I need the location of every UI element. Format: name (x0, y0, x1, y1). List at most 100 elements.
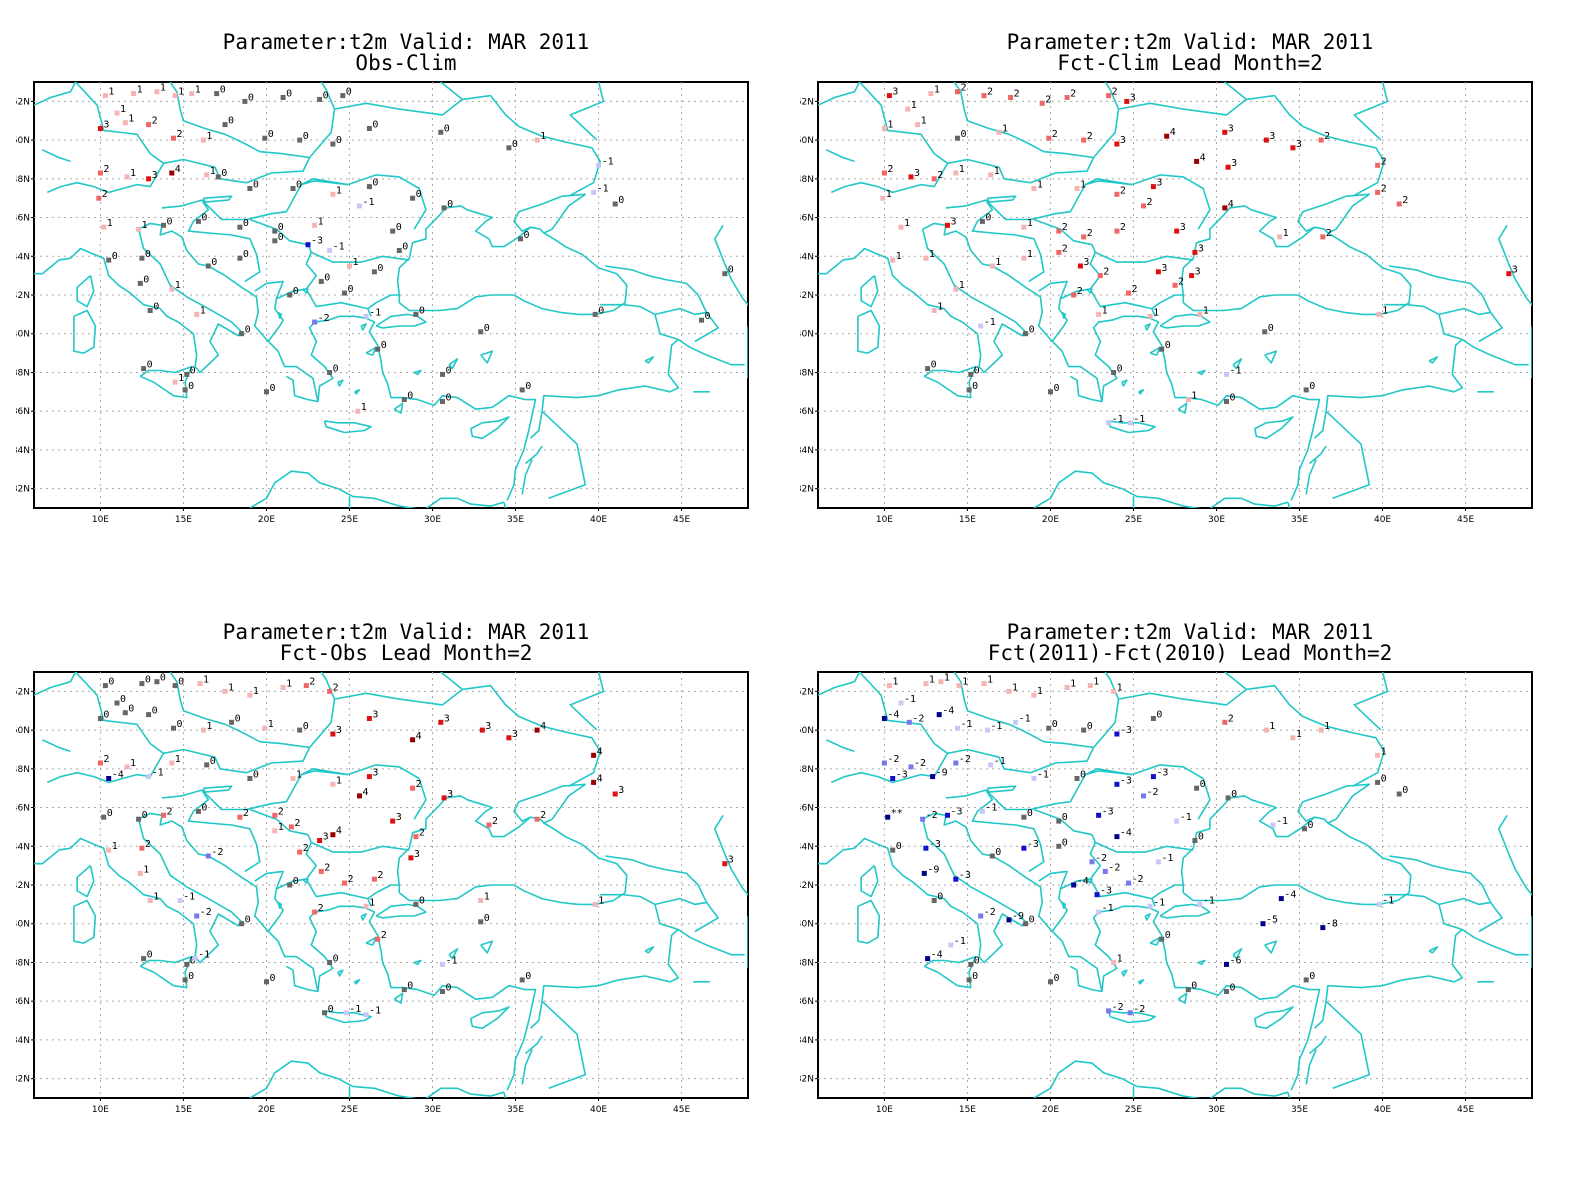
station-value: -2 (318, 313, 330, 324)
station-marker: 1 (194, 305, 206, 317)
station-square (1185, 987, 1191, 993)
station-marker: 0 (239, 915, 251, 927)
station-marker: 0 (396, 242, 408, 253)
station-marker: -1 (1096, 903, 1114, 915)
station-value: -9 (927, 864, 939, 875)
station-marker: 3 (1290, 139, 1302, 151)
station-value: 0 (107, 808, 113, 819)
station-value: 2 (492, 816, 498, 827)
border-line (1325, 1000, 1371, 1090)
station-value: -1 (198, 950, 210, 961)
station-value: 1 (278, 822, 284, 833)
station-value: 0 (286, 89, 292, 100)
station-value: 2 (1070, 89, 1076, 100)
station-value: 0 (348, 284, 354, 295)
station-square (478, 329, 484, 335)
station-square (1056, 249, 1062, 255)
station-marker: -3 (1114, 775, 1132, 787)
station-value: 2 (1178, 276, 1184, 287)
station-square (908, 764, 914, 770)
station-square (1164, 133, 1170, 139)
station-square (242, 98, 248, 104)
station-square (1375, 189, 1381, 195)
station-value: 2 (1052, 129, 1058, 140)
station-square (1263, 727, 1269, 733)
station-value: 3 (485, 721, 491, 732)
coastline (1297, 193, 1371, 234)
station-value: 2 (102, 189, 108, 200)
station-value: 1 (286, 679, 292, 690)
station-marker: 0 (519, 971, 531, 983)
lon-tick-label: 30E (424, 515, 441, 525)
lake-outline (277, 901, 283, 909)
coastline (1177, 992, 1188, 1004)
coastline (714, 224, 748, 379)
station-marker: 2 (161, 806, 173, 818)
station-marker: 0 (139, 675, 151, 687)
station-marker: -1 (1106, 414, 1124, 426)
station-value: 2 (381, 930, 387, 941)
border-line (1118, 684, 1385, 787)
station-marker: -2 (1127, 1004, 1145, 1016)
station-marker: -1 (1197, 895, 1215, 907)
station-value: 3 (618, 785, 624, 796)
border-line (1313, 1001, 1327, 1029)
station-value: -1 (1382, 895, 1394, 906)
station-square (1106, 93, 1112, 99)
border-line (310, 841, 410, 853)
station-marker: 4 (410, 731, 422, 743)
station-value: 0 (446, 365, 452, 376)
station-value: -1 (1112, 414, 1124, 425)
station-marker: -1 (596, 156, 614, 168)
station-square (953, 286, 959, 292)
station-marker: -1 (327, 242, 345, 253)
station-square (1094, 892, 1100, 898)
station-square (197, 681, 203, 687)
station-square (222, 122, 228, 128)
station-marker: 0 (1081, 721, 1093, 733)
station-value: 2 (416, 779, 422, 790)
station-marker: 0 (247, 770, 259, 781)
station-marker: 0 (722, 265, 734, 277)
station-marker: 1 (1376, 305, 1388, 317)
coastline (1253, 416, 1294, 440)
station-marker: 2 (1046, 129, 1058, 141)
station-marker: 2 (1056, 243, 1068, 255)
station-square (534, 816, 540, 822)
station-value: 0 (270, 383, 276, 394)
station-value: -3 (896, 770, 908, 781)
lon-tick-label: 20E (258, 515, 275, 525)
station-square (366, 126, 372, 131)
station-value: -2 (200, 907, 212, 918)
lat-tick-label: 38N (16, 958, 30, 968)
lake-outline (1086, 288, 1093, 294)
station-square (1222, 205, 1228, 211)
station-square (131, 91, 137, 97)
station-square (966, 387, 972, 393)
border-line (529, 1001, 543, 1029)
station-value: 0 (1062, 812, 1068, 823)
station-marker: 1 (172, 373, 184, 385)
station-value: 0 (245, 325, 251, 336)
station-marker: -4 (925, 950, 943, 962)
lat-tick-label: 48N (16, 765, 30, 775)
station-marker: 2 (97, 164, 109, 176)
station-value: 3 (728, 855, 734, 866)
station-value: 3 (1120, 135, 1126, 146)
station-value: 0 (1165, 930, 1171, 941)
station-value: -1 (333, 242, 345, 253)
station-marker: 1 (169, 280, 181, 292)
station-square (1194, 158, 1200, 164)
station-marker: 4 (330, 826, 342, 838)
lat-tick-label: 48N (800, 175, 814, 185)
lat-tick-label: 34N (800, 1036, 814, 1046)
lat-tick-label: 50N (800, 726, 814, 736)
station-square (440, 961, 445, 967)
station-value: 0 (188, 971, 194, 982)
station-square (989, 263, 995, 269)
station-square (886, 93, 892, 99)
station-value: 1 (318, 216, 324, 227)
station-marker: -1 (146, 768, 164, 780)
station-marker: 0 (247, 180, 259, 191)
lat-tick-label: 38N (16, 368, 30, 378)
